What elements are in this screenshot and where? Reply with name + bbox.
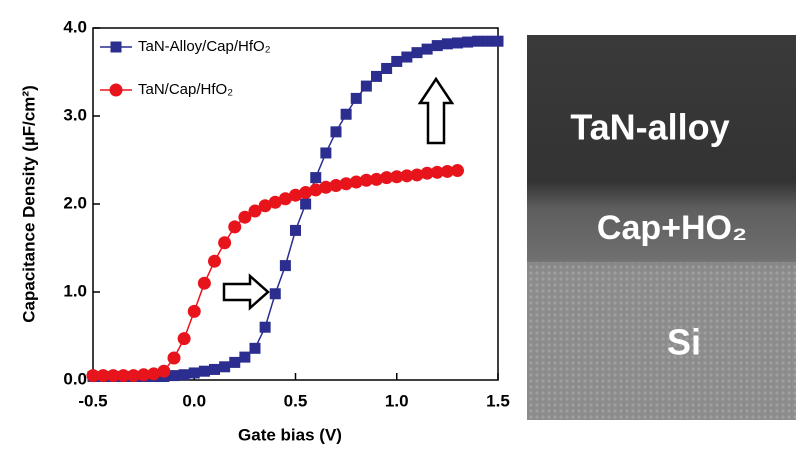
y-axis-label: Capacitance Density (µF/cm²) [19, 85, 38, 322]
data-point [300, 199, 311, 210]
y-tick-label: 4.0 [63, 17, 87, 36]
data-point [341, 109, 352, 120]
data-point [482, 36, 493, 47]
x-tick-label: 0.0 [182, 391, 206, 410]
data-point [320, 147, 331, 158]
data-point [361, 81, 372, 92]
chart: Gate bias (V) Capacitance Density (µF/cm… [19, 17, 509, 444]
data-point [422, 44, 433, 55]
si-lattice [527, 262, 796, 420]
data-point [472, 36, 483, 47]
layer-label: TaN-alloy [570, 107, 729, 148]
data-point [208, 255, 221, 268]
data-point [451, 164, 464, 177]
data-point [219, 361, 230, 372]
legend-marker [111, 42, 122, 53]
legend-label: TaN-Alloy/Cap/HfO₂ [138, 38, 271, 55]
data-point [178, 332, 191, 345]
x-axis-label: Gate bias (V) [238, 425, 342, 444]
data-point [401, 52, 412, 63]
data-point [280, 260, 291, 271]
data-point [493, 36, 504, 47]
x-tick-label: -0.5 [78, 391, 107, 410]
data-point [229, 357, 240, 368]
x-tick-label: 0.5 [284, 391, 308, 410]
data-point [270, 288, 281, 299]
arrow [224, 276, 268, 308]
y-tick-label: 2.0 [63, 193, 87, 212]
data-point [462, 37, 473, 48]
data-point [179, 369, 190, 380]
data-point [157, 365, 170, 378]
arrow [420, 79, 452, 143]
y-tick-label: 1.0 [63, 281, 87, 300]
data-point [371, 71, 382, 82]
tem-image: TaN-alloy Cap+HO₂ Si [527, 35, 796, 420]
data-point [432, 40, 443, 51]
x-tick-label: 1.0 [385, 391, 409, 410]
data-point [250, 343, 261, 354]
legend-label: TaN/Cap/HfO₂ [138, 81, 233, 98]
data-point [239, 352, 250, 363]
y-tick-label: 3.0 [63, 105, 87, 124]
data-point [331, 126, 342, 137]
data-point [168, 352, 181, 365]
data-point [452, 37, 463, 48]
data-point [189, 367, 200, 378]
data-point [198, 277, 211, 290]
data-point [260, 322, 271, 333]
data-point [310, 172, 321, 183]
layer-label: Si [667, 322, 701, 363]
data-point [228, 220, 241, 233]
y-tick-label: 0.0 [63, 369, 87, 388]
data-point [188, 305, 201, 318]
data-point [442, 38, 453, 49]
figure: TaN-alloy Cap+HO₂ Si Gate bias (V) Capac… [0, 0, 796, 452]
data-point [218, 236, 231, 249]
data-point [290, 225, 301, 236]
data-point [199, 366, 210, 377]
legend-marker [110, 84, 123, 97]
data-point [412, 47, 423, 58]
data-point [351, 93, 362, 104]
arrow-annotations [224, 79, 452, 308]
data-point [209, 364, 220, 375]
x-tick-label: 1.5 [486, 391, 510, 410]
data-point [391, 56, 402, 67]
layer-label: Cap+HO₂ [597, 209, 747, 247]
data-point [381, 63, 392, 74]
